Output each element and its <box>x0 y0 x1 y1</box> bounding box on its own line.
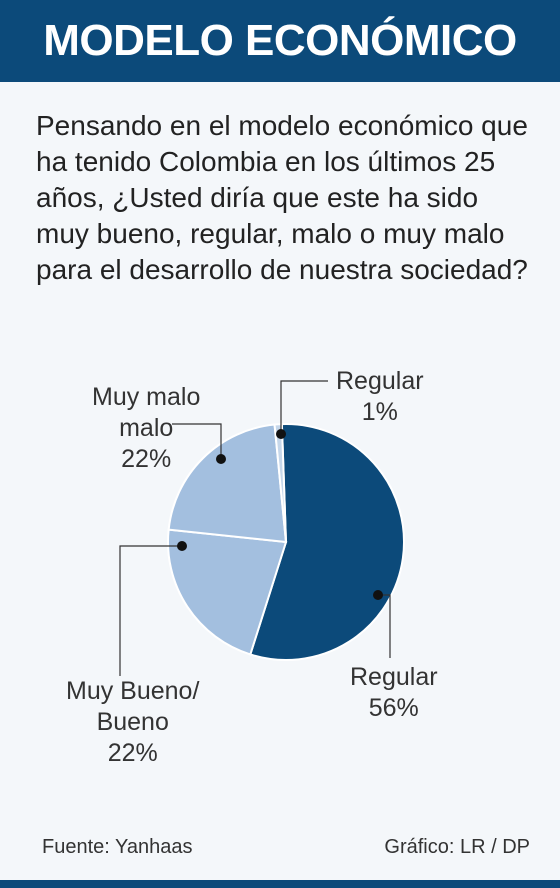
slice-label-regular-large: Regular 56% <box>350 662 438 724</box>
pie-slice-regular-small <box>273 423 287 543</box>
survey-question: Pensando en el modelo económico que ha t… <box>36 110 528 285</box>
slice-label-name: Muy Bueno/ <box>66 677 200 705</box>
pie-leader-lines <box>119 380 391 676</box>
source-note: Fuente: Yanhaas <box>42 836 193 858</box>
leader-line-muy-malo <box>172 423 222 459</box>
pie-slice-muy-bueno <box>167 528 288 656</box>
slice-label-value: 1% <box>361 398 398 426</box>
slice-label-value: 22% <box>107 739 158 767</box>
slice-label-regular-small: Regular 1% <box>336 366 424 428</box>
bottom-bar <box>0 880 560 888</box>
chart-title: MODELO ECONÓMICO <box>43 16 517 65</box>
leader-line-regular-small <box>280 380 328 434</box>
slice-label-name-line2: Bueno <box>96 708 169 736</box>
slice-label-name: Regular <box>336 367 424 395</box>
leader-dot-muy-malo <box>216 454 226 464</box>
header-bar: MODELO ECONÓMICO <box>0 0 560 82</box>
pie-slice-regular-large <box>249 423 405 661</box>
slice-label-name: Regular <box>350 663 438 691</box>
slice-label-value: 56% <box>368 694 419 722</box>
slice-label-name-line2: malo <box>119 414 174 442</box>
credit-note: Gráfico: LR / DP <box>384 836 530 858</box>
pie-chart <box>119 380 405 676</box>
slice-label-name: Muy malo <box>92 383 201 411</box>
leader-dot-regular-large <box>373 590 383 600</box>
slice-label-value: 22% <box>121 445 172 473</box>
leader-dot-regular-small <box>276 429 286 439</box>
pie-slice-muy-malo <box>167 423 288 544</box>
pie-slices <box>167 423 405 661</box>
leader-dot-muy-bueno <box>177 541 187 551</box>
leader-line-muy-bueno <box>119 545 182 676</box>
slice-label-muy-bueno: Muy Bueno/ Bueno 22% <box>66 676 199 769</box>
slice-label-muy-malo: Muy malo malo 22% <box>92 382 200 475</box>
